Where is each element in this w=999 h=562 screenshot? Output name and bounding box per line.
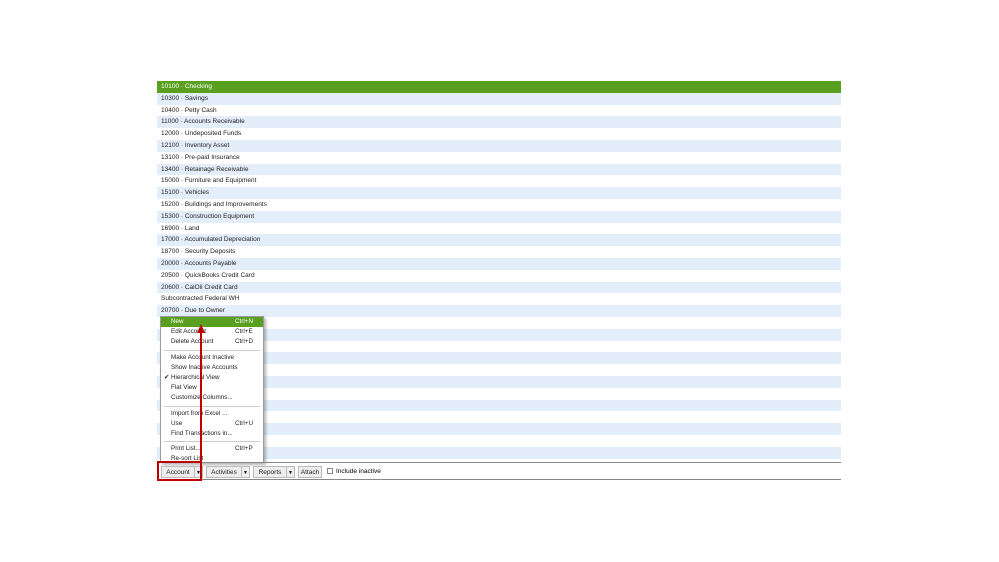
menu-item[interactable]: Make Account Inactive (161, 353, 263, 363)
account-row[interactable]: 13400 · Retainage Receivable (157, 163, 841, 176)
account-row[interactable]: 13100 · Pre-paid Insurance (161, 153, 240, 161)
account-row[interactable]: 15000 · Furniture and Equipment (161, 177, 257, 185)
account-row[interactable]: 15200 · Buildings and Improvements (161, 201, 267, 208)
menu-label: Show Inactive Accounts (171, 363, 238, 371)
account-row[interactable]: 20600 · CalOil Credit Card (157, 281, 841, 294)
empty-row (157, 328, 841, 341)
dropdown-arrow[interactable]: ▼ (194, 466, 203, 478)
menu-shortcut: Ctrl+E (235, 328, 253, 336)
menu-shortcut: Ctrl+U (235, 419, 254, 427)
menu-label: Import from Excel ... (171, 409, 228, 417)
check-mark: ✔ (164, 373, 170, 381)
account-row[interactable]: 11000 · Accounts Receivable (157, 116, 841, 129)
menu-label: Re-sort List (171, 455, 204, 463)
account-row[interactable]: 15300 · Construction Equipment (157, 210, 841, 223)
menu-item[interactable]: Delete Account Ctrl+D (161, 337, 263, 347)
account-row[interactable]: 10400 · Petty Cash (161, 106, 217, 114)
menu-label: Flat View (171, 384, 197, 392)
account-row[interactable]: 10300 · Savings (157, 92, 841, 105)
account-row[interactable]: 12000 · Undeposited Funds (161, 130, 242, 138)
menu-item[interactable]: Re-sort List (161, 454, 263, 463)
checkbox-label: Include inactive (336, 468, 381, 475)
empty-row (157, 446, 841, 459)
account-row[interactable]: 16900 · Land (161, 224, 200, 232)
activities-button[interactable]: Activities (206, 466, 242, 478)
menu-label: Edit Account (171, 328, 207, 336)
menu-separator (164, 441, 260, 443)
menu-shortcut: Ctrl+N (235, 318, 254, 325)
menu-label: Use (171, 419, 183, 427)
empty-row (157, 423, 841, 435)
menu-label: Customize Columns... (171, 394, 233, 402)
menu-item[interactable]: ✔ Hierarchical View (161, 373, 263, 383)
highlight-box (157, 461, 202, 481)
menu-item[interactable]: Print List... Ctrl+P (161, 444, 263, 454)
menu-item[interactable]: New Ctrl+N (161, 317, 263, 328)
empty-row (157, 376, 841, 388)
menu-item[interactable]: Show Inactive Accounts (161, 363, 263, 373)
menu-item[interactable]: Find Transactions in... (161, 429, 263, 439)
account-row[interactable]: 12100 · Inventory Asset (157, 140, 841, 152)
menu-item[interactable]: Flat View (161, 383, 263, 393)
account-row[interactable]: Subcontracted Federal WH (161, 295, 240, 303)
empty-row (157, 352, 841, 365)
menu-label: Find Transactions in... (171, 429, 233, 437)
checkbox[interactable] (327, 468, 333, 474)
menu-item[interactable]: Use Ctrl+U (161, 419, 263, 429)
menu-item[interactable]: Customize Columns... (161, 393, 263, 403)
account-row[interactable]: 20500 · QuickBooks Credit Card (161, 271, 255, 279)
account-row[interactable]: 10100 · Checking (157, 81, 841, 93)
account-row[interactable]: 15100 · Vehicles (157, 187, 841, 199)
menu-label: Delete Account (171, 338, 214, 346)
menu-label: Make Account Inactive (171, 353, 235, 361)
account-row[interactable]: 18700 · Security Deposits (161, 248, 236, 256)
menu-item[interactable]: Import from Excel ... (161, 409, 263, 419)
menu-item[interactable]: Edit Account Ctrl+E (161, 327, 263, 337)
menu-label: Print List... (171, 445, 201, 453)
menu-separator (164, 405, 260, 407)
menu-shortcut: Ctrl+P (235, 445, 253, 453)
menu-label: New (171, 318, 184, 325)
empty-row (157, 399, 841, 412)
context-menu: New Ctrl+N Edit Account Ctrl+E Delete Accoun… (160, 316, 264, 463)
dropdown-arrow[interactable]: ▼ (286, 466, 295, 478)
menu-shortcut: Ctrl+D (235, 338, 254, 346)
account-row[interactable]: 20000 · Accounts Payable (157, 258, 841, 270)
attach-button[interactable]: Attach (298, 466, 322, 478)
reports-button[interactable]: Reports (253, 466, 287, 478)
menu-label: Hierarchical View (171, 373, 220, 381)
account-row[interactable]: 20700 · Due to Owner (157, 305, 841, 317)
menu-separator (164, 349, 260, 351)
toolbar: Account ▼ Activities ▼ Reports ▼ Attach … (157, 462, 841, 480)
account-row[interactable]: 17000 · Accumulated Depreciation (157, 234, 841, 247)
dropdown-arrow[interactable]: ▼ (241, 466, 250, 478)
